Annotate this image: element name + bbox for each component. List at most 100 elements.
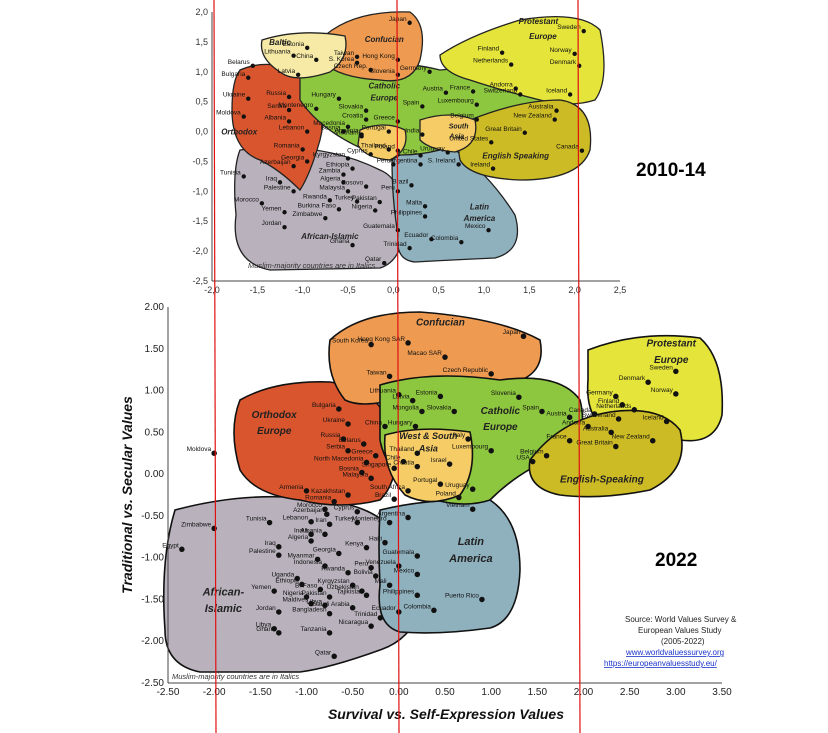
top-country-dot-71: [259, 201, 265, 206]
bot-country-dot-46: [529, 458, 536, 465]
top-country-dot-59: [456, 162, 461, 167]
bot-country-dot-91: [359, 588, 365, 594]
bot-country-label-94: Tajikistan: [337, 588, 364, 595]
top-country-label-11: Bulgaria: [221, 71, 245, 78]
bot-country-dot-15: [516, 394, 522, 400]
bot-country-dot-61: [405, 514, 411, 521]
top-country-dot-29: [420, 104, 425, 109]
top-country-label-71: Morocco: [234, 196, 259, 203]
top-year-label: 2010-14: [636, 160, 706, 181]
bot-country-label-29: China: [365, 419, 382, 426]
bot-country-dot-109: [331, 653, 337, 660]
bot-country-dot-22: [663, 418, 670, 425]
bot-country-dot-39: [543, 452, 550, 459]
source-link-evs[interactable]: https://europeanvaluesstudy.eu/: [604, 659, 718, 668]
bot-country-label-76: Myanmar: [287, 552, 315, 559]
top-country-label-40: Bosnia: [321, 125, 341, 132]
top-country-label-74: Pakistan: [352, 195, 377, 202]
top-country-label-64: Zambia: [319, 168, 341, 175]
bot-zone-label-6: Europe: [483, 422, 518, 433]
bot-country-label-54: Brazil: [375, 492, 392, 499]
bot-country-dot-67: [386, 519, 393, 526]
top-country-dot-13: [499, 50, 505, 55]
bot-country-dot-89: [271, 588, 277, 594]
bot-country-dot-10: [619, 402, 626, 408]
bot-country-dot-77: [336, 550, 342, 557]
bot-country-dot-58: [324, 511, 330, 517]
top-zone-labels: Baltic Confucian Protestant Europe Catholic E…: [221, 17, 558, 241]
bot-country-label-62: Zimbabwe: [181, 521, 211, 528]
bot-country-dot-40: [211, 450, 217, 456]
top-country-label-69: Kosovo: [341, 180, 363, 187]
bot-country-label-19: Austria: [546, 410, 567, 417]
red-line-right: [577, 0, 581, 733]
top-country-label-78: Nigeria: [352, 203, 373, 210]
top-zone-label-11: America: [463, 214, 496, 223]
bot-country-label-105: Libya: [256, 622, 272, 629]
bot-country-dot-31: [360, 441, 367, 447]
bot-country-dot-44: [414, 463, 421, 470]
bot-country-label-61: Argentina: [377, 511, 405, 518]
bot-country-dot-37: [414, 450, 421, 456]
bot-country-label-102: Ecuador: [372, 605, 397, 612]
chart-2010-14: 2,01,51,00,50,0-0,5-1,0-1,5-2,0-2,5 -2,0…: [192, 7, 706, 295]
top-country-dot-50: [489, 140, 494, 145]
top-country-label-63: Iraq: [266, 175, 278, 182]
top-zone-label-6: Orthodox: [221, 128, 258, 137]
top-country-dot-24: [518, 92, 523, 97]
top-country-label-79: Philippines: [391, 209, 423, 216]
top-country-dot-1: [305, 45, 310, 51]
top-zone-yellow-center: [357, 124, 407, 161]
source-link-wvs[interactable]: www.worldvaluessurvey.org: [625, 648, 724, 657]
bot-country-label-84: Mexico: [394, 567, 415, 574]
bot-country-label-64: Lebanon: [283, 515, 309, 522]
bot-x-tick-8: 1.50: [528, 687, 548, 698]
top-country-label-68: Malaysia: [319, 184, 345, 191]
top-country-dot-88: [382, 260, 387, 266]
bot-country-dot-4: [386, 373, 393, 380]
top-country-dot-6: [395, 57, 401, 63]
top-country-dot-42: [359, 134, 364, 139]
bot-country-label-4: Taiwan: [366, 369, 387, 376]
top-country-label-57: Ethiopia: [326, 162, 350, 169]
top-y-tick-0: 2,0: [195, 7, 208, 17]
bot-country-dot-70: [308, 538, 314, 544]
bot-country-label-51: Kazakhstan: [311, 488, 345, 495]
top-country-label-7: Latvia: [278, 68, 296, 75]
top-country-dot-51: [305, 159, 310, 164]
top-country-dot-76: [282, 210, 287, 215]
bot-country-label-45: Israel: [431, 457, 447, 464]
bot-country-dot-71: [382, 539, 388, 546]
bot-country-label-26: Andorra: [562, 419, 586, 426]
top-country-dot-25: [567, 92, 573, 97]
bot-country-dot-99: [349, 605, 356, 611]
bot-country-label-59: Cyprus: [334, 505, 355, 512]
top-country-dot-36: [474, 117, 479, 122]
top-country-label-30: Luxembourg: [438, 98, 475, 105]
bot-country-dot-57: [322, 506, 328, 512]
bot-country-label-70: Algeria: [288, 534, 309, 541]
bot-country-label-77: Georgia: [313, 546, 337, 553]
bot-country-label-52: South Africa: [370, 484, 405, 491]
top-country-label-0: Japan: [389, 16, 407, 23]
top-country-dot-20: [336, 96, 342, 101]
top-country-label-66: Brazil: [392, 178, 409, 185]
top-country-label-53: Chile: [403, 148, 418, 155]
bot-x-tick-4: -0.50: [341, 687, 364, 698]
bot-country-dot-52: [405, 488, 411, 494]
top-zone-label-0: Baltic: [269, 38, 291, 47]
bot-country-label-15: Slovenia: [491, 390, 516, 397]
bot-country-label-18: Spain: [522, 404, 539, 411]
top-country-label-56: Azerbaijan: [260, 159, 291, 166]
top-country-label-26: Serbia: [267, 103, 286, 110]
top-x-tick-8: 2,0: [568, 285, 581, 295]
bot-country-dot-51: [345, 492, 351, 498]
bot-x-tick-12: 3.50: [712, 687, 732, 698]
bot-country-label-80: Peru: [354, 561, 368, 568]
bot-x-tick-11: 3.00: [666, 687, 686, 698]
bot-country-label-42: Singapore: [362, 461, 392, 468]
top-country-label-46: Romania: [274, 142, 300, 149]
bot-country-label-75: Palestine: [249, 548, 276, 555]
